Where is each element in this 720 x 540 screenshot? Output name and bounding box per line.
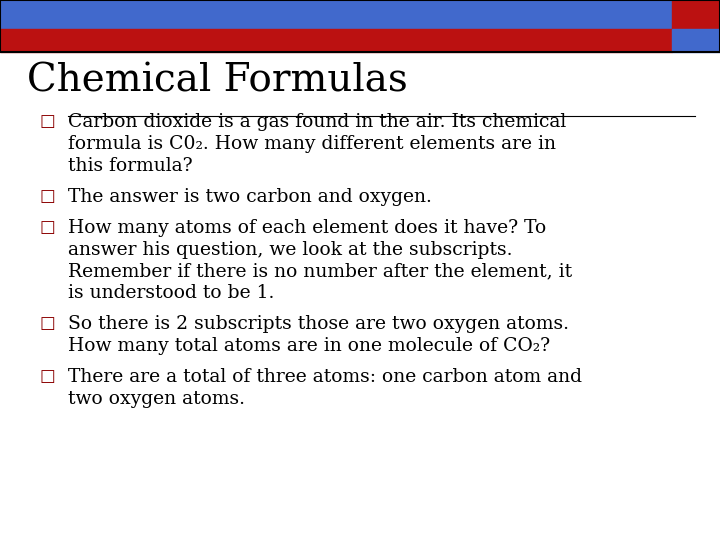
Text: formula is C0₂. How many different elements are in: formula is C0₂. How many different eleme… — [68, 135, 557, 153]
Text: □: □ — [40, 368, 55, 385]
Bar — [0, 29, 672, 52]
Text: So there is 2 subscripts those are two oxygen atoms.: So there is 2 subscripts those are two o… — [68, 315, 570, 333]
Text: □: □ — [40, 113, 55, 130]
Text: □: □ — [40, 188, 55, 205]
Text: How many total atoms are in one molecule of CO₂?: How many total atoms are in one molecule… — [68, 337, 551, 355]
Text: Carbon dioxide is a gas found in the air. Its chemical: Carbon dioxide is a gas found in the air… — [68, 113, 567, 131]
Text: two oxygen atoms.: two oxygen atoms. — [68, 390, 246, 408]
Bar — [672, 29, 720, 52]
Text: is understood to be 1.: is understood to be 1. — [68, 284, 275, 302]
Text: There are a total of three atoms: one carbon atom and: There are a total of three atoms: one ca… — [68, 368, 582, 386]
Bar — [0, 0, 672, 29]
Text: The answer is two carbon and oxygen.: The answer is two carbon and oxygen. — [68, 188, 432, 206]
Bar — [672, 0, 720, 29]
Text: How many atoms of each element does it have? To: How many atoms of each element does it h… — [68, 219, 546, 237]
Text: answer his question, we look at the subscripts.: answer his question, we look at the subs… — [68, 241, 513, 259]
Bar — [0, 0, 720, 52]
Text: Remember if there is no number after the element, it: Remember if there is no number after the… — [68, 262, 572, 280]
Text: Chemical Formulas: Chemical Formulas — [27, 62, 408, 99]
Text: □: □ — [40, 315, 55, 332]
Text: this formula?: this formula? — [68, 157, 193, 174]
Text: □: □ — [40, 219, 55, 236]
